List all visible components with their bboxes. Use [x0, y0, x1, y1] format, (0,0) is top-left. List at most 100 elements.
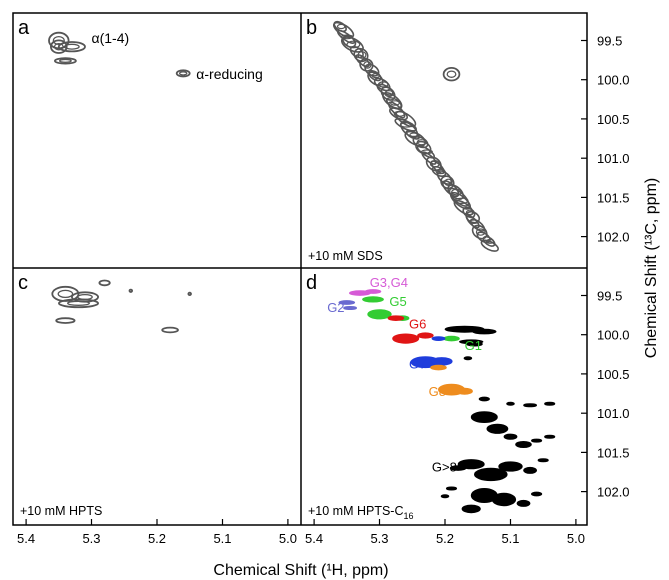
- group-label: G7: [409, 357, 426, 372]
- band-contour: [480, 239, 499, 252]
- panel-letter: c: [18, 272, 28, 294]
- peak: [343, 305, 358, 310]
- panel-letter: a: [18, 17, 30, 39]
- peak: [498, 461, 523, 472]
- band-contour: [332, 21, 355, 39]
- panel-letter: b: [306, 17, 317, 39]
- peak-annotation: α(1-4): [92, 30, 130, 46]
- y-tick-label: 101.0: [597, 406, 630, 421]
- peak-contour-inner: [52, 35, 65, 46]
- peak: [478, 396, 490, 402]
- x-tick-label: 5.4: [305, 531, 323, 546]
- peak: [473, 467, 508, 482]
- band-contour: [482, 235, 496, 247]
- peak-band: [332, 20, 499, 252]
- panel-condition: +10 mM SDS: [308, 249, 383, 263]
- peak-contour: [55, 317, 76, 324]
- peak: [470, 411, 498, 424]
- band-contour: [359, 58, 374, 72]
- peak-contour-inner: [53, 42, 64, 51]
- band-contour-inner: [346, 40, 361, 49]
- group-label: G6: [409, 317, 426, 332]
- y-tick-label: 100.5: [597, 112, 630, 127]
- peak: [443, 335, 460, 342]
- panel-frames: [12, 12, 588, 526]
- y-tick-label: 101.5: [597, 190, 630, 205]
- y-axis-title: Chemical Shift (¹³C, ppm): [643, 178, 660, 358]
- peak-contour-inner: [67, 300, 90, 306]
- peak: [530, 438, 543, 443]
- axes-layer: 5.4 5.3 5.2 5.1 5.0 5.4 5.3 5.2 5.1 5.0 99.5 100.0 1…: [17, 34, 629, 547]
- y-tick-label: 100.0: [597, 328, 630, 343]
- peak: [440, 494, 450, 499]
- panel-letter: d: [306, 272, 317, 294]
- y-tick-label: 101.5: [597, 445, 630, 460]
- y-tick-label: 102.0: [597, 485, 630, 500]
- x-tick-label: 5.0: [567, 531, 585, 546]
- band-contour-inner: [475, 228, 486, 236]
- peak: [338, 300, 356, 305]
- peak: [486, 423, 509, 434]
- x-tick-label: 5.2: [148, 531, 166, 546]
- peak-contour: [442, 66, 461, 82]
- x-tick-label: 5.1: [501, 531, 519, 546]
- band-contour-inner: [485, 238, 495, 244]
- panel-b: b +10 mM SDS: [306, 17, 499, 263]
- group-label: G2: [327, 300, 344, 315]
- y-tick-label: 100.0: [597, 73, 630, 88]
- peak-contour-inner: [64, 43, 80, 50]
- peak: [445, 486, 458, 491]
- y-tick-label: 99.5: [597, 289, 622, 304]
- peak: [491, 492, 517, 507]
- y-tick-label: 100.5: [597, 367, 630, 382]
- peak: [456, 387, 473, 395]
- group-label: G>8: [432, 460, 457, 475]
- panel-c: c +10 mM HPTS: [18, 272, 192, 518]
- peak-contour-inner: [446, 70, 457, 78]
- peak: [430, 357, 453, 366]
- panel-condition: +10 mM HPTS-C16: [308, 504, 414, 521]
- group-label: G1: [465, 338, 482, 353]
- peak: [544, 434, 556, 439]
- group-label: G3,G4: [370, 275, 408, 290]
- group-label: G8: [429, 384, 446, 399]
- peak: [362, 296, 384, 303]
- band-contour-inner: [444, 178, 453, 186]
- peak: [367, 309, 392, 320]
- peak-contour: [57, 41, 86, 53]
- peak: [530, 491, 543, 497]
- peak: [466, 341, 483, 347]
- peak: [430, 364, 447, 371]
- peak: [463, 356, 473, 361]
- peak: [515, 440, 532, 448]
- band-contour-inner: [336, 23, 346, 30]
- peak-contour: [54, 57, 77, 65]
- panels-layer: α(1-4) α-reducing a b +10 mM SDS c +10 mM HPTS…: [18, 17, 556, 521]
- peak-contour: [49, 39, 68, 54]
- peak: [387, 315, 405, 322]
- panel-a: α(1-4) α-reducing a: [18, 17, 263, 82]
- peak: [516, 499, 531, 507]
- peak-contour: [187, 291, 192, 296]
- band-contour: [373, 77, 391, 92]
- band-contour-inner: [390, 100, 401, 106]
- peak-annotation: α-reducing: [196, 66, 262, 82]
- peak-contour: [175, 69, 191, 78]
- peak: [506, 401, 515, 406]
- peak-contour: [128, 288, 133, 293]
- y-tick-label: 102.0: [597, 230, 630, 245]
- peak-contour-inner: [57, 289, 74, 299]
- peak-contour-inner: [178, 71, 188, 76]
- band-contour: [386, 96, 402, 110]
- peak-contour: [161, 326, 179, 334]
- band-contour-inner: [341, 34, 354, 40]
- y-tick-label: 101.0: [597, 151, 630, 166]
- x-tick-label: 5.0: [279, 531, 297, 546]
- x-tick-label: 5.3: [370, 531, 388, 546]
- y-tick-label: 99.5: [597, 34, 622, 49]
- peak: [503, 433, 518, 440]
- peak: [461, 504, 481, 514]
- peak: [417, 332, 434, 339]
